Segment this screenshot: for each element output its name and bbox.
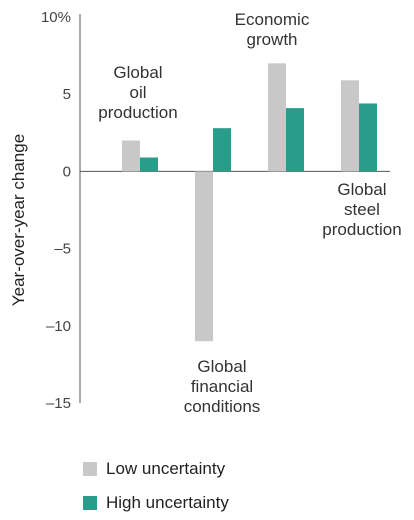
legend-swatch-high <box>83 496 97 510</box>
y-axis-label: Year-over-year change <box>9 134 28 306</box>
y-tick-label: –5 <box>54 241 71 258</box>
category-label-line: production <box>98 103 177 122</box>
bar-high-3 <box>359 103 377 172</box>
category-label-line: conditions <box>184 397 261 416</box>
category-label-line: Economic <box>235 10 310 29</box>
category-label-line: oil <box>129 83 146 102</box>
category-label-1: Global financial conditions <box>184 357 261 416</box>
category-label-line: growth <box>246 30 297 49</box>
bars <box>122 63 377 342</box>
bar-low-1 <box>195 171 213 342</box>
y-tick-label: 0 <box>63 163 71 180</box>
y-tick-label: –15 <box>46 395 71 412</box>
category-label-0: Global oil production <box>98 63 177 122</box>
category-label-line: steel <box>344 200 380 219</box>
bar-low-3 <box>341 80 359 172</box>
category-label-line: Global <box>197 357 246 376</box>
y-tick-label: –10 <box>46 318 71 335</box>
category-label-line: financial <box>191 377 253 396</box>
legend-swatch-low <box>83 462 97 476</box>
legend-item-high: High uncertainty <box>83 486 229 520</box>
bar-low-2 <box>268 63 286 172</box>
category-label-3: Global steel production <box>322 180 401 239</box>
y-tick-label: 5 <box>63 86 71 103</box>
category-label-line: Global <box>113 63 162 82</box>
y-axis: 10% 5 0 –5 –10 –15 <box>41 9 390 412</box>
legend-label-high: High uncertainty <box>106 493 229 512</box>
legend-label-low: Low uncertainty <box>106 459 226 478</box>
category-label-line: Global <box>337 180 386 199</box>
legend: Low uncertainty High uncertainty <box>83 452 229 520</box>
bar-high-2 <box>286 108 304 172</box>
category-label-2: Economic growth <box>235 10 310 49</box>
legend-item-low: Low uncertainty <box>83 452 229 486</box>
bar-high-0 <box>140 157 158 172</box>
category-label-line: production <box>322 220 401 239</box>
y-tick-label: 10% <box>41 9 71 26</box>
bar-low-0 <box>122 140 140 172</box>
bar-high-1 <box>213 128 231 172</box>
